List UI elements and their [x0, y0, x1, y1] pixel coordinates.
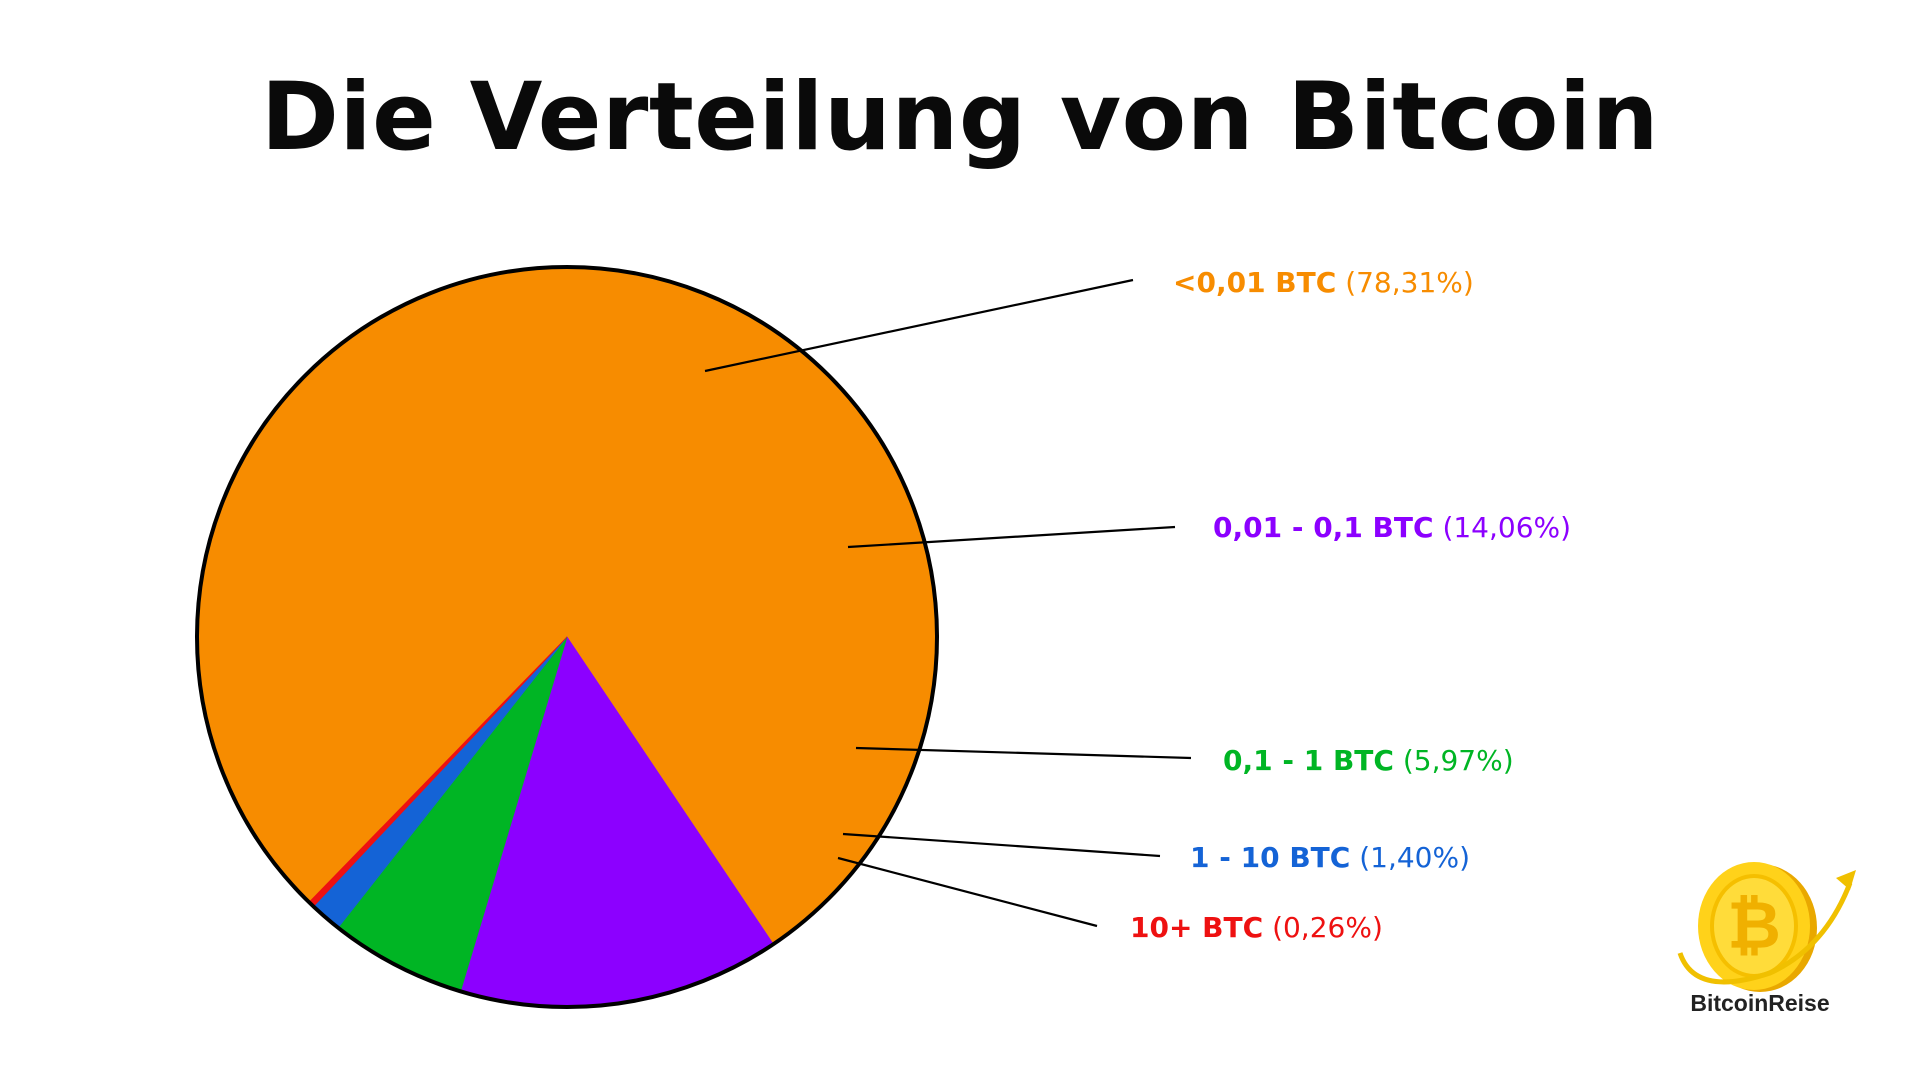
- brand-name: BitcoinReise: [1690, 990, 1830, 1016]
- slice-percent-label: (14,06%): [1434, 511, 1572, 544]
- callout-line-2: [847, 525, 1176, 549]
- slice-range-label: 0,01 - 0,1 BTC: [1213, 511, 1434, 544]
- pie-outline: [195, 265, 939, 1009]
- callout-line-3: [855, 746, 1192, 760]
- slice-label-5: 10+ BTC (0,26%): [1130, 911, 1383, 944]
- bitcoinreise-logo-icon: ₿: [1677, 862, 1856, 992]
- slice-range-label: 1 - 10 BTC: [1190, 841, 1350, 874]
- logo-letter: ₿: [1727, 887, 1781, 964]
- slice-range-label: 10+ BTC: [1130, 911, 1263, 944]
- slice-label-2: 0,01 - 0,1 BTC (14,06%): [1213, 511, 1571, 544]
- slice-percent-label: (5,97%): [1394, 744, 1514, 777]
- slice-label-1: <0,01 BTC (78,31%): [1173, 266, 1474, 299]
- slice-range-label: <0,01 BTC: [1173, 266, 1336, 299]
- callout-line-1: [704, 278, 1134, 373]
- slice-percent-label: (0,26%): [1263, 911, 1383, 944]
- callout-line-4: [842, 832, 1161, 858]
- slice-label-4: 1 - 10 BTC (1,40%): [1190, 841, 1470, 874]
- slice-percent-label: (1,40%): [1350, 841, 1470, 874]
- callout-line-5: [837, 856, 1098, 928]
- chart-title: Die Verteilung von Bitcoin: [260, 63, 1660, 172]
- slice-label-3: 0,1 - 1 BTC (5,97%): [1223, 744, 1514, 777]
- slice-range-label: 0,1 - 1 BTC: [1223, 744, 1394, 777]
- slice-percent-label: (78,31%): [1336, 266, 1474, 299]
